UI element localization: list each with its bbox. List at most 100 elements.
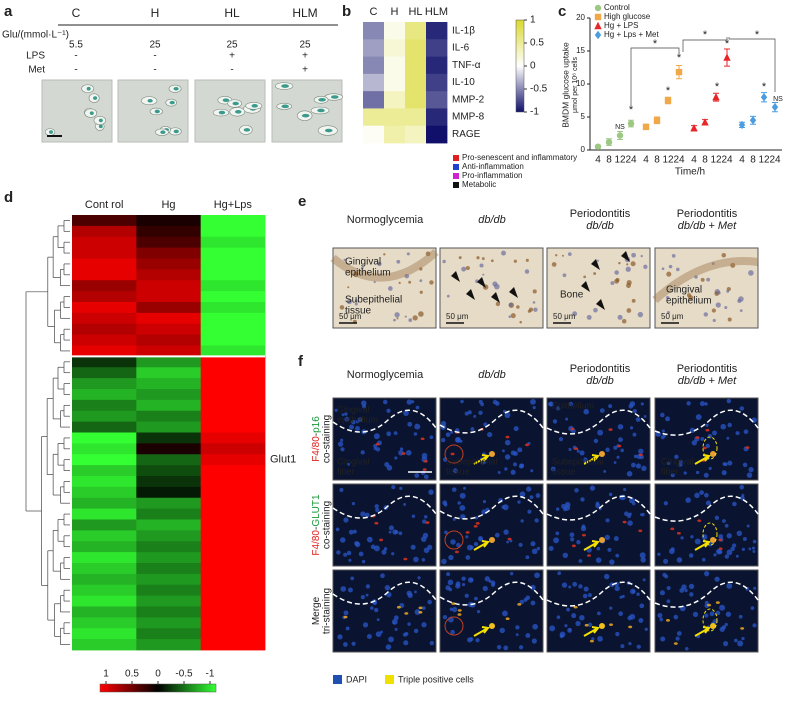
x-tick-label: 12	[710, 155, 722, 166]
dapi-nucleus	[350, 576, 355, 581]
dapi-nucleus	[441, 437, 446, 443]
dapi-nucleus	[380, 630, 383, 634]
data-point	[627, 120, 635, 127]
heatmap-cell	[200, 617, 266, 629]
dapi-nucleus	[494, 532, 500, 538]
dapi-nucleus	[370, 606, 374, 610]
dapi-nucleus	[407, 622, 411, 626]
image-label: Subepithelial	[552, 456, 604, 466]
dapi-nucleus	[452, 606, 458, 613]
dapi-nucleus	[627, 520, 633, 526]
nucleus	[671, 253, 676, 258]
dapi-nucleus	[405, 449, 412, 456]
annotation: *	[629, 104, 634, 116]
dapi-nucleus	[630, 462, 636, 468]
dapi-nucleus	[679, 588, 685, 593]
dapi-nucleus	[393, 615, 399, 621]
column-header: db/db + Met	[678, 375, 737, 387]
heatmap-cell	[136, 345, 202, 357]
dapi-nucleus	[413, 432, 418, 436]
dapi-nucleus	[553, 537, 560, 544]
dapi-nucleus	[532, 623, 539, 630]
nucleus	[676, 267, 680, 272]
nucleus	[666, 271, 672, 277]
nucleus	[561, 254, 564, 257]
data-point	[664, 97, 672, 104]
nucleus	[519, 320, 523, 324]
scale-bar-label: 50 μm	[661, 312, 684, 321]
heatmap-cell	[72, 595, 137, 607]
dapi-nucleus	[732, 501, 737, 507]
heatmap-cell	[136, 399, 202, 412]
dapi-nucleus	[726, 436, 730, 440]
dapi-nucleus	[459, 439, 463, 443]
dapi-nucleus	[603, 469, 607, 473]
dapi-nucleus	[626, 470, 633, 477]
stain	[628, 625, 633, 629]
dapi-nucleus	[550, 466, 556, 472]
stain	[517, 603, 522, 606]
dapi-nucleus	[382, 399, 388, 405]
legend-swatch	[453, 155, 459, 161]
nucleus	[593, 307, 598, 313]
positive-cell	[710, 451, 716, 457]
dapi-nucleus	[636, 644, 641, 649]
dapi-nucleus	[620, 644, 625, 649]
cell-stain	[301, 113, 310, 118]
dapi-nucleus	[519, 491, 526, 498]
heatmap-cell	[200, 236, 266, 249]
heatmap-cell	[384, 22, 406, 40]
heatmap-cell	[136, 302, 202, 314]
heatmap-cell	[72, 421, 137, 433]
arrowhead	[509, 287, 518, 298]
nucleus	[567, 252, 572, 256]
dapi-nucleus	[719, 626, 725, 632]
dapi-nucleus	[624, 511, 629, 517]
stain	[457, 609, 462, 612]
dapi-nucleus	[388, 525, 394, 531]
dapi-nucleus	[406, 399, 413, 405]
dapi-nucleus	[615, 553, 620, 558]
column-label: HL	[408, 6, 422, 18]
heatmap-cell	[136, 215, 202, 227]
cell-stain	[281, 84, 289, 88]
data-point	[675, 68, 683, 76]
dapi-nucleus	[388, 530, 392, 534]
dapi-nucleus	[447, 579, 454, 586]
y-axis-label: BMDM glucose uptake	[560, 42, 570, 128]
row-label: Merge	[311, 596, 322, 625]
dapi-nucleus	[715, 610, 721, 616]
nucleus	[393, 318, 396, 322]
dapi-nucleus	[452, 468, 458, 474]
nucleus	[465, 265, 470, 271]
boundary	[654, 581, 759, 608]
colorbar-tick-label: -0.5	[530, 84, 548, 95]
panel-label: b	[342, 3, 351, 20]
nucleus	[533, 307, 538, 312]
dapi-nucleus	[746, 472, 753, 478]
heatmap-cell	[136, 432, 202, 444]
image-label: Epithelium	[552, 400, 594, 410]
boundary	[654, 409, 759, 436]
x-tick-label: 24	[721, 155, 733, 166]
heatmap-cell	[136, 421, 202, 433]
dapi-nucleus	[470, 578, 474, 582]
column-header: Normoglycemia	[347, 214, 424, 226]
heatmap-cell	[426, 73, 448, 92]
dapi-nucleus	[705, 500, 711, 506]
heatmap-cell	[405, 22, 427, 40]
stain	[695, 436, 700, 439]
nucleus	[458, 256, 462, 260]
nucleus	[339, 305, 345, 310]
dapi-nucleus	[583, 408, 589, 415]
dapi-nucleus	[470, 427, 475, 431]
dapi-nucleus	[689, 427, 696, 433]
dapi-nucleus	[357, 417, 363, 423]
nucleus	[626, 263, 629, 266]
dapi-nucleus	[530, 541, 536, 547]
dapi-nucleus	[503, 529, 509, 535]
heatmap-cell	[200, 530, 266, 542]
dapi-nucleus	[699, 401, 705, 407]
x-tick-label: 8	[750, 155, 756, 166]
data-point	[738, 120, 746, 130]
